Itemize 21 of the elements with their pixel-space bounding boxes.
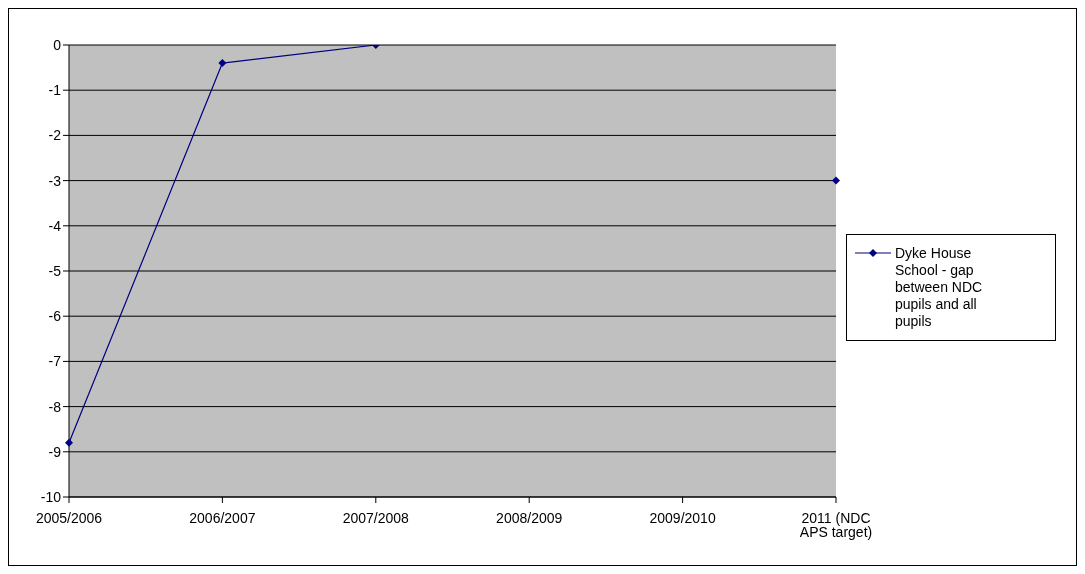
y-tick-label: -7 (48, 353, 62, 370)
x-tick-label: 2005/2006 (35, 509, 103, 526)
x-tick-label: 2006/2007 (189, 509, 256, 526)
y-tick-label: 0 (53, 36, 62, 53)
legend-label: Dyke House School - gap between NDC pupils and all pupils (895, 244, 984, 330)
y-tick-label: -1 (48, 82, 62, 99)
y-tick-label: -3 (48, 172, 62, 189)
x-tick-label: 2008/2009 (496, 509, 563, 526)
point (832, 176, 840, 185)
point (65, 438, 73, 447)
y-tick-label: -10 (40, 488, 62, 505)
x-tick-label: 2009/2010 (649, 509, 716, 526)
y-tick-label: -9 (48, 443, 62, 460)
y-tick-label: -2 (48, 127, 62, 144)
x-tick-label: 2011 (NDC APS target) (799, 509, 873, 540)
y-tick-label: -8 (48, 398, 62, 415)
x-tick-label: 2007/2008 (342, 509, 410, 526)
y-tick-label: -5 (48, 262, 62, 279)
y-tick-label: -6 (48, 308, 62, 325)
y-tick-label: -4 (48, 217, 62, 234)
point (218, 59, 227, 68)
